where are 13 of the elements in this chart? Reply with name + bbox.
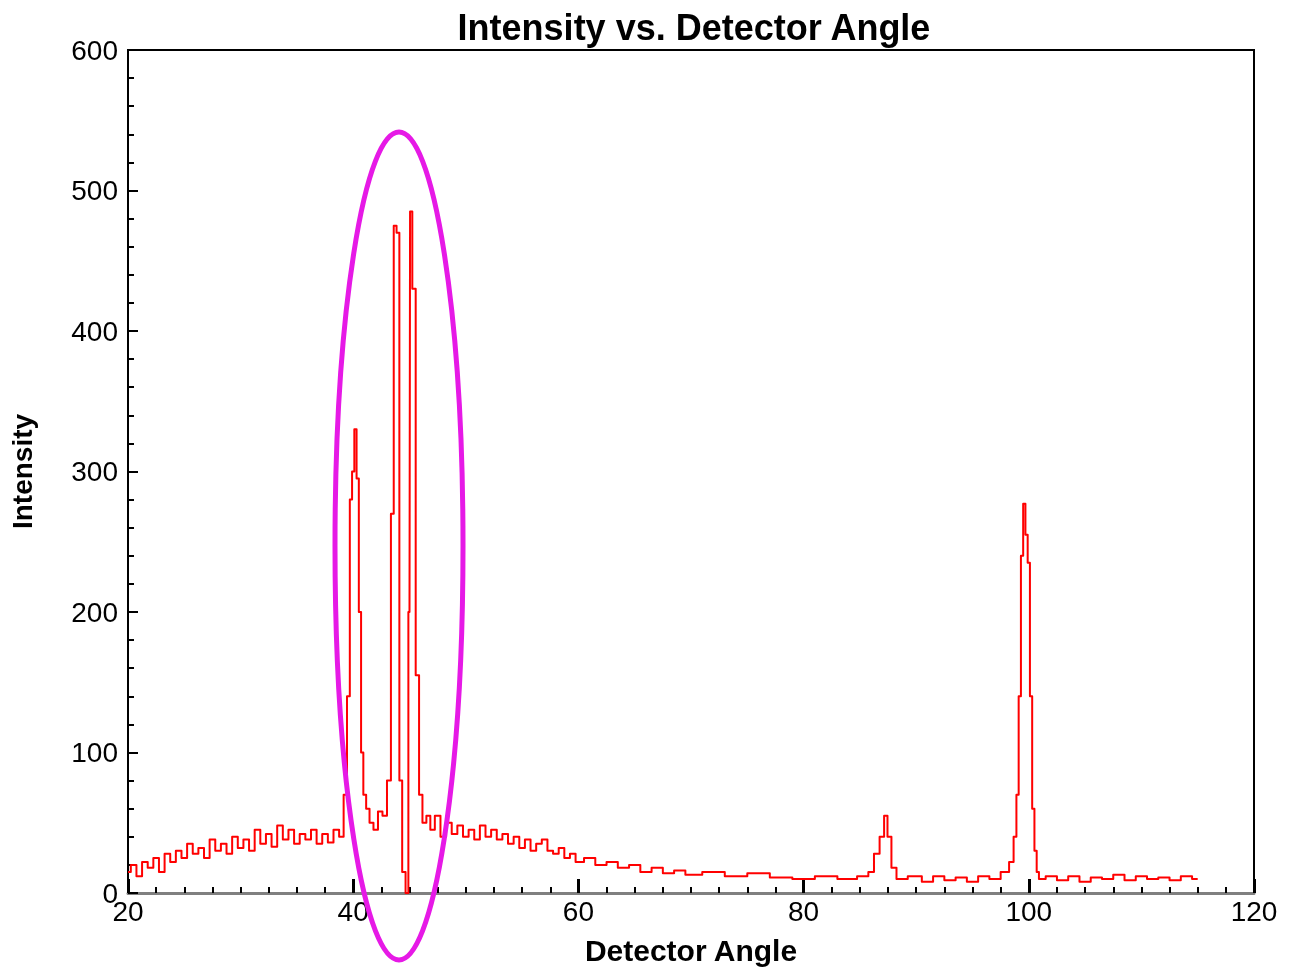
y-tick-label: 100 xyxy=(71,737,118,768)
y-tick-label: 200 xyxy=(71,596,118,628)
y-tick-label: 400 xyxy=(71,315,118,347)
y-axis-title: Intensity xyxy=(6,413,38,530)
chart-title: Intensity vs. Detector Angle xyxy=(457,6,931,48)
x-tick-label: 80 xyxy=(788,895,820,927)
x-tick-label: 60 xyxy=(562,895,594,927)
y-tick-label: 500 xyxy=(71,175,118,206)
x-tick-label: 100 xyxy=(1005,895,1053,927)
y-tick-label: 600 xyxy=(71,34,118,66)
y-tick-label: 300 xyxy=(71,456,118,487)
x-tick-label: 120 xyxy=(1230,895,1278,927)
x-axis-title: Detector Angle xyxy=(584,933,798,967)
